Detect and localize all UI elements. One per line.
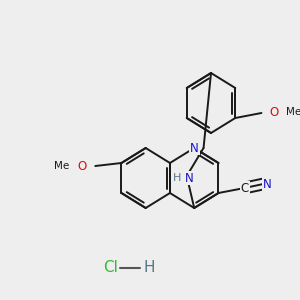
Text: N: N [262,178,272,190]
Text: Me: Me [286,107,300,117]
Text: N: N [190,142,199,154]
Text: O: O [78,160,87,172]
Text: C: C [241,182,249,194]
Text: H: H [144,260,155,275]
Text: Me: Me [54,161,69,171]
Text: N: N [185,172,194,184]
Text: Cl: Cl [103,260,118,275]
Text: O: O [270,106,279,118]
Text: H: H [173,173,182,183]
